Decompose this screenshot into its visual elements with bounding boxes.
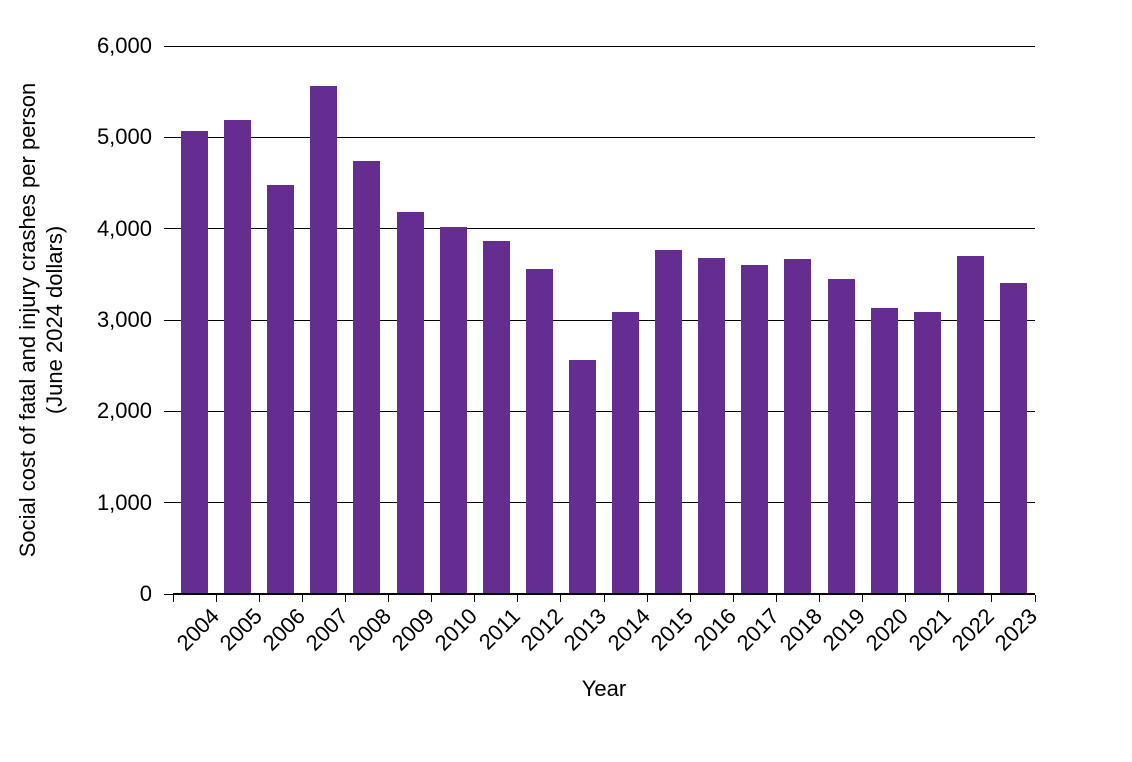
x-axis-tick-3 — [301, 595, 303, 602]
x-axis-tick-14 — [775, 595, 777, 602]
gridline-6000 — [173, 45, 1035, 47]
x-axis-tick-2 — [258, 595, 260, 602]
plot-area — [173, 45, 1035, 594]
y-axis-tick-0 — [164, 593, 173, 595]
y-axis-title-line1: Social cost of fatal and injury crashes … — [15, 82, 40, 558]
gridline-5000 — [173, 136, 1035, 138]
x-axis-tick-11 — [646, 595, 648, 602]
bar-2017 — [741, 265, 769, 594]
x-axis-tick-12 — [689, 595, 691, 602]
y-tick-label-5000: 5,000 — [96, 124, 152, 150]
bar-2018 — [784, 258, 812, 594]
bar-2005 — [224, 119, 252, 594]
x-axis-tick-17 — [905, 595, 907, 602]
gridline-4000 — [173, 228, 1035, 230]
bar-2012 — [525, 268, 553, 594]
x-axis-tick-7 — [474, 595, 476, 602]
x-axis-tick-8 — [517, 595, 519, 602]
x-axis-tick-5 — [388, 595, 389, 602]
x-axis-title: Year — [581, 676, 627, 701]
x-axis-tick-19 — [991, 595, 993, 602]
y-axis-tick-6000 — [164, 45, 173, 47]
x-axis-tick-9 — [560, 595, 562, 602]
y-axis-tick-5000 — [164, 136, 173, 138]
gridline-2000 — [173, 410, 1035, 412]
gridline-1000 — [173, 502, 1035, 504]
x-axis-tick-13 — [732, 595, 734, 602]
bar-2011 — [482, 241, 510, 594]
x-axis-tick-15 — [819, 595, 820, 602]
x-axis-tick-18 — [948, 595, 950, 602]
bar-2016 — [698, 257, 726, 594]
bar-2006 — [267, 184, 295, 594]
bar-2004 — [181, 130, 209, 594]
y-tick-label-4000: 4,000 — [96, 215, 152, 241]
bar-2015 — [655, 249, 683, 594]
bar-2007 — [310, 86, 338, 594]
x-axis-tick-6 — [431, 595, 433, 602]
y-tick-label-6000: 6,000 — [96, 33, 152, 58]
bar-2021 — [913, 311, 941, 594]
x-axis-tick-10 — [603, 595, 605, 602]
x-axis-line — [173, 593, 1035, 595]
bar-2023 — [999, 283, 1027, 594]
y-axis-tick-1000 — [164, 502, 173, 504]
bar-2008 — [353, 161, 381, 594]
x-axis-tick-0 — [172, 595, 174, 602]
x-axis-tick-20 — [1034, 595, 1036, 602]
y-axis-tick-3000 — [164, 319, 173, 321]
bar-2009 — [396, 212, 424, 594]
bar-2019 — [827, 278, 855, 594]
y-axis-tick-4000 — [164, 228, 173, 230]
x-axis-tick-1 — [215, 595, 217, 602]
bar-2010 — [439, 226, 467, 594]
bar-2014 — [612, 311, 640, 594]
bar-2022 — [956, 256, 984, 594]
y-tick-label-0: 0 — [139, 581, 152, 606]
gridline-3000 — [173, 319, 1035, 321]
y-tick-label-2000: 2,000 — [96, 398, 152, 424]
y-axis-tick-2000 — [164, 410, 173, 412]
x-axis-tick-16 — [862, 595, 864, 602]
y-tick-label-1000: 1,000 — [96, 489, 152, 515]
bar-2013 — [568, 360, 596, 594]
x-axis-tick-4 — [344, 595, 346, 602]
y-tick-label-3000: 3,000 — [96, 307, 152, 332]
bar-2020 — [870, 308, 898, 594]
